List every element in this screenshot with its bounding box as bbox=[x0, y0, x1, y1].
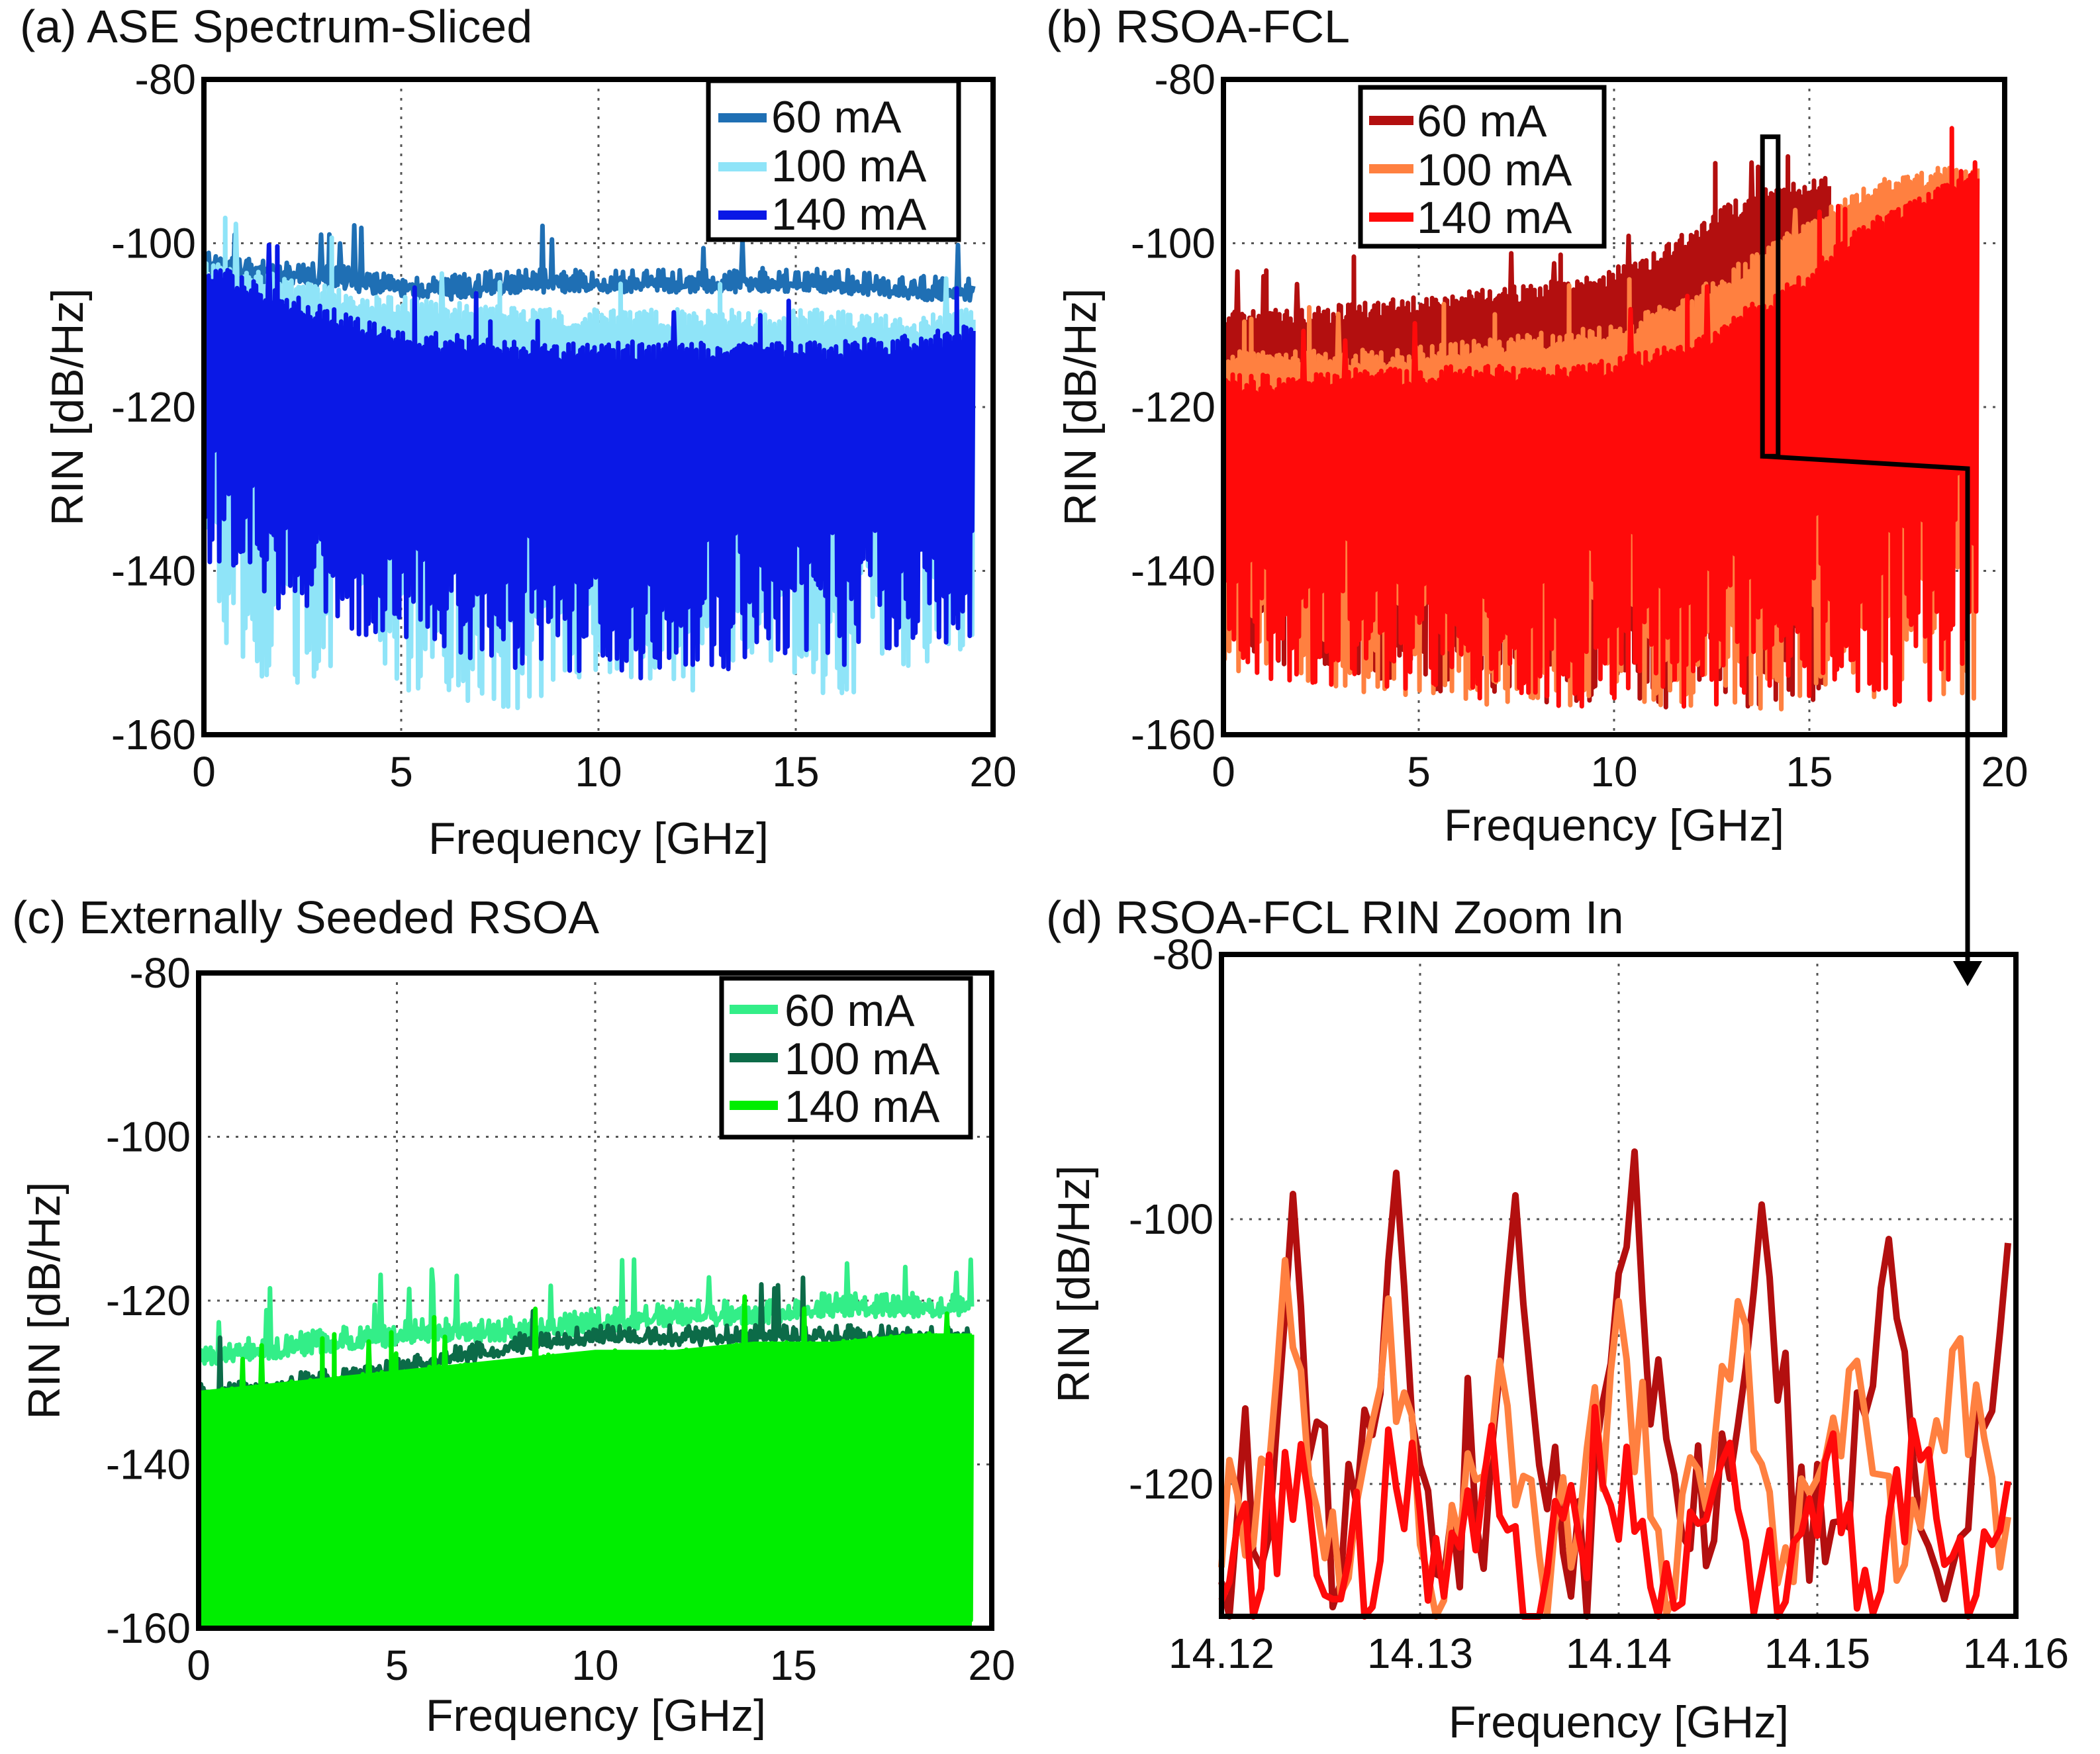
panel-d-xtick-1: 14.13 bbox=[1367, 1630, 1473, 1677]
panel-c-ytick-3: -140 bbox=[106, 1441, 191, 1489]
panel-b-legend: 60 mA 100 mA 140 mA bbox=[1358, 85, 1607, 249]
panel-c-xlabel: Frequency [GHz] bbox=[426, 1690, 766, 1741]
panel-b-ticks: 0 5 10 15 20 -80 -100 -120 -140 -160 bbox=[1131, 56, 2028, 796]
panel-a: (a) ASE Spectrum-Sliced 0 5 10 15 20 -80 -100 -… bbox=[20, 1, 1017, 864]
panel-b-legend-label-3: 140 mA bbox=[1417, 193, 1572, 243]
panel-a-xlabel: Frequency [GHz] bbox=[428, 813, 769, 864]
panel-a-title: (a) ASE Spectrum-Sliced bbox=[20, 1, 532, 52]
panel-a-ytick-4: -160 bbox=[111, 711, 196, 759]
panel-c-ytick-0: -80 bbox=[130, 949, 191, 997]
panel-b-ytick-3: -140 bbox=[1131, 547, 1216, 595]
panel-b-series bbox=[1221, 126, 1980, 712]
panel-a-legend-label-2: 100 mA bbox=[771, 141, 927, 191]
panel-a-series-3 bbox=[201, 242, 976, 680]
zoom-connector bbox=[1762, 453, 1970, 966]
panel-c-frame bbox=[196, 970, 994, 1631]
panel-a-ytick-3: -140 bbox=[111, 547, 196, 595]
panel-c-series-3-fill bbox=[199, 1333, 972, 1628]
panel-c-xtick-0: 0 bbox=[187, 1641, 211, 1689]
panel-a-ytick-1: -100 bbox=[111, 220, 196, 267]
panel-d-ylabel: RIN [dB/Hz] bbox=[1049, 1166, 1099, 1403]
panel-a-xtick-2: 10 bbox=[575, 748, 622, 796]
zoom-callout bbox=[1760, 134, 1982, 986]
panel-b-series-3 bbox=[1221, 126, 1980, 709]
panel-d-series bbox=[1218, 1148, 2011, 1620]
panel-d-series-2 bbox=[1218, 1257, 2011, 1620]
panel-c-xtick-3: 15 bbox=[770, 1641, 817, 1689]
panel-c-ylabel: RIN [dB/Hz] bbox=[19, 1182, 70, 1420]
panel-c-ytick-4: -160 bbox=[106, 1604, 191, 1652]
panel-b-frame bbox=[1221, 77, 2007, 737]
panel-b: (b) RSOA-FCL 0 5 10 15 20 -80 -100 -120 -140 -160… bbox=[1046, 1, 2028, 851]
panel-c-xtick-1: 5 bbox=[385, 1641, 409, 1689]
panel-a-series bbox=[201, 215, 976, 710]
panel-c-ytick-1: -100 bbox=[106, 1113, 191, 1161]
panel-d-title: (d) RSOA-FCL RIN Zoom In bbox=[1046, 892, 1624, 943]
panel-c-legend-label-2: 100 mA bbox=[785, 1034, 940, 1084]
panel-c-ticks: 0 5 10 15 20 -80 -100 -120 -140 -160 bbox=[106, 949, 1016, 1689]
panel-d-series-3 bbox=[1218, 1404, 2011, 1620]
panel-b-ytick-0: -80 bbox=[1155, 56, 1216, 103]
panel-a-ytick-2: -120 bbox=[111, 383, 196, 431]
panel-a-xtick-4: 20 bbox=[969, 748, 1016, 796]
panel-d-xtick-4: 14.16 bbox=[1963, 1630, 2069, 1677]
panel-c-legend-label-1: 60 mA bbox=[785, 986, 915, 1036]
panel-d-ytick-1: -100 bbox=[1129, 1195, 1214, 1243]
panel-d: (d) RSOA-FCL RIN Zoom In 14.12 14.13 14.14… bbox=[1046, 892, 2069, 1747]
panel-c-series-1 bbox=[196, 1257, 975, 1367]
panel-c-xtick-2: 10 bbox=[571, 1641, 618, 1689]
panel-c: (c) Externally Seeded RSOA 0 5 10 15 20 -80 -1… bbox=[12, 892, 1016, 1741]
panel-d-ticks: 14.12 14.13 14.14 14.15 14.16 -80 -100 -120 bbox=[1129, 931, 2069, 1677]
panel-c-ytick-2: -120 bbox=[106, 1277, 191, 1324]
panel-d-xtick-0: 14.12 bbox=[1169, 1630, 1274, 1677]
panel-b-xtick-3: 15 bbox=[1786, 748, 1833, 796]
panel-b-xtick-0: 0 bbox=[1212, 748, 1235, 796]
panel-c-legend-label-3: 140 mA bbox=[785, 1082, 940, 1132]
panel-b-title: (b) RSOA-FCL bbox=[1046, 1, 1350, 52]
panel-b-ytick-1: -100 bbox=[1131, 220, 1216, 267]
panel-a-ytick-0: -80 bbox=[135, 56, 197, 103]
panel-b-xtick-2: 10 bbox=[1590, 748, 1637, 796]
panel-b-xtick-1: 5 bbox=[1407, 748, 1431, 796]
panel-d-ytick-2: -120 bbox=[1129, 1460, 1214, 1508]
panel-d-ytick-0: -80 bbox=[1153, 931, 1214, 978]
panel-b-legend-label-2: 100 mA bbox=[1417, 145, 1572, 195]
panel-a-xtick-0: 0 bbox=[192, 748, 216, 796]
panel-a-xtick-1: 5 bbox=[389, 748, 413, 796]
panel-d-xtick-2: 14.14 bbox=[1566, 1630, 1672, 1677]
panel-b-legend-label-1: 60 mA bbox=[1417, 96, 1547, 146]
panel-b-ytick-2: -120 bbox=[1131, 383, 1216, 431]
panel-c-legend: 60 mA 100 mA 140 mA bbox=[719, 976, 973, 1140]
panel-c-series bbox=[196, 1257, 975, 1631]
panel-d-xtick-3: 14.15 bbox=[1764, 1630, 1870, 1677]
panel-a-ticks: 0 5 10 15 20 -80 -100 -120 -140 -160 bbox=[111, 56, 1017, 796]
panel-a-legend: 60 mA 100 mA 140 mA bbox=[706, 78, 961, 242]
panel-a-frame bbox=[201, 77, 996, 737]
panel-c-title: (c) Externally Seeded RSOA bbox=[12, 892, 599, 943]
zoom-arrowhead bbox=[1953, 961, 1982, 986]
panel-a-xtick-3: 15 bbox=[772, 748, 819, 796]
panel-b-xtick-4: 20 bbox=[1981, 748, 2028, 796]
panel-b-xlabel: Frequency [GHz] bbox=[1444, 800, 1784, 851]
panel-d-xlabel: Frequency [GHz] bbox=[1449, 1697, 1789, 1747]
panel-b-ylabel: RIN [dB/Hz] bbox=[1055, 289, 1106, 526]
panel-a-legend-label-1: 60 mA bbox=[771, 92, 902, 142]
panel-a-ylabel: RIN [dB/Hz] bbox=[42, 289, 93, 526]
panel-a-legend-label-3: 140 mA bbox=[771, 189, 927, 240]
panel-d-frame bbox=[1219, 952, 2019, 1619]
panel-d-series-1 bbox=[1218, 1148, 2011, 1620]
panel-c-xtick-4: 20 bbox=[968, 1641, 1015, 1689]
panel-b-ytick-4: -160 bbox=[1131, 711, 1216, 759]
